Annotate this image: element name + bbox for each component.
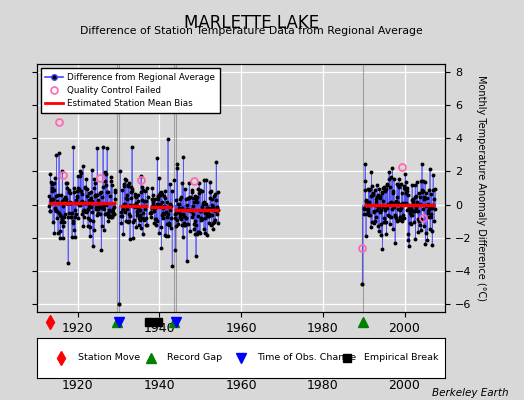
Text: Station Move: Station Move <box>78 354 140 362</box>
Text: 2000: 2000 <box>389 379 420 392</box>
Text: MARLETTE LAKE: MARLETTE LAKE <box>184 14 319 32</box>
Text: Difference of Station Temperature Data from Regional Average: Difference of Station Temperature Data f… <box>80 26 423 36</box>
Text: 1940: 1940 <box>144 379 175 392</box>
Text: Time of Obs. Change: Time of Obs. Change <box>257 354 356 362</box>
Legend: Difference from Regional Average, Quality Control Failed, Estimated Station Mean: Difference from Regional Average, Qualit… <box>41 68 220 113</box>
Text: Berkeley Earth: Berkeley Earth <box>432 388 508 398</box>
Text: Record Gap: Record Gap <box>168 354 223 362</box>
Text: 1920: 1920 <box>62 379 93 392</box>
Y-axis label: Monthly Temperature Anomaly Difference (°C): Monthly Temperature Anomaly Difference (… <box>475 75 486 301</box>
Text: 1960: 1960 <box>225 379 257 392</box>
Text: 1980: 1980 <box>307 379 339 392</box>
Text: Empirical Break: Empirical Break <box>364 354 438 362</box>
